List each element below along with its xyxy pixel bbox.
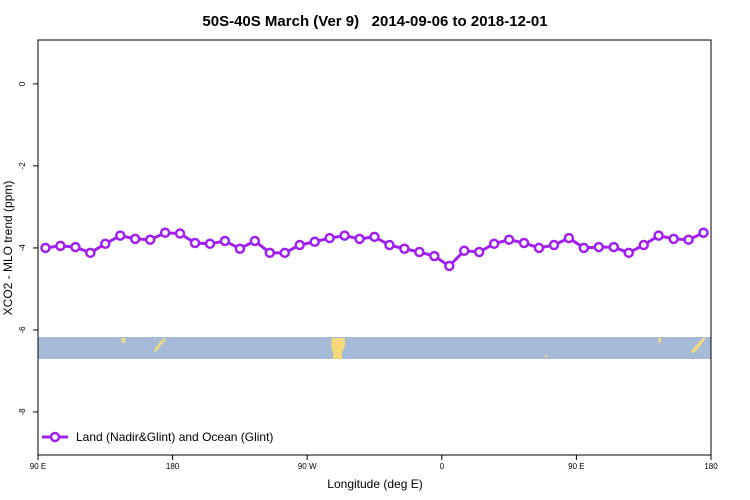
map-strip xyxy=(38,337,711,359)
x-tick-label: 180 xyxy=(704,462,718,471)
point xyxy=(294,239,305,251)
point xyxy=(100,238,111,250)
point xyxy=(324,232,335,244)
point xyxy=(144,234,156,245)
point xyxy=(518,237,530,249)
x-tick-label: 0 xyxy=(440,462,445,471)
point xyxy=(444,260,455,272)
legend-label: Land (Nadir&Glint) and Ocean (Glint) xyxy=(76,430,273,444)
point xyxy=(623,247,634,259)
point xyxy=(129,233,141,245)
y-tick-label: 0 xyxy=(18,81,27,86)
point xyxy=(384,239,395,251)
x-tick-label: 90 E xyxy=(568,462,584,471)
x-tick-label: 90 E xyxy=(30,462,46,471)
point xyxy=(234,243,246,254)
point xyxy=(503,234,515,245)
point xyxy=(698,227,709,238)
point xyxy=(339,230,350,241)
point xyxy=(264,247,276,259)
point xyxy=(279,247,291,259)
x-tick-label: 180 xyxy=(166,462,180,471)
point xyxy=(638,239,649,251)
ocean-band xyxy=(38,337,711,359)
y-tick-label: -4 xyxy=(18,244,27,252)
point xyxy=(473,246,485,258)
point xyxy=(414,246,425,258)
point xyxy=(85,247,96,259)
x-tick-label: 90 W xyxy=(298,462,317,471)
point xyxy=(115,230,126,241)
point xyxy=(653,230,664,241)
point xyxy=(369,231,380,243)
legend-marker xyxy=(49,431,61,443)
point xyxy=(204,238,216,250)
point xyxy=(608,241,620,253)
y-axis-label: XCO2 - MLO trend (ppm) xyxy=(1,181,15,316)
y-tick-label: -8 xyxy=(18,408,27,416)
point xyxy=(159,227,171,238)
point xyxy=(593,241,605,253)
chart-title: 50S-40S March (Ver 9) 2014-09-06 to 2018… xyxy=(202,13,547,30)
point xyxy=(488,238,500,250)
point xyxy=(548,239,560,251)
point xyxy=(533,242,545,254)
point xyxy=(70,241,81,253)
point xyxy=(189,237,201,249)
y-tick-label: -6 xyxy=(18,326,27,334)
x-axis-label: Longitude (deg E) xyxy=(327,477,422,491)
point xyxy=(249,235,261,247)
point xyxy=(40,242,51,254)
y-tick-label: -2 xyxy=(18,162,27,170)
point xyxy=(429,250,440,262)
point xyxy=(668,233,679,245)
point xyxy=(563,232,575,244)
point xyxy=(174,228,186,239)
point xyxy=(458,245,470,257)
point xyxy=(578,242,590,254)
point xyxy=(399,243,410,254)
point xyxy=(354,233,365,245)
point xyxy=(219,235,231,247)
point xyxy=(309,236,320,248)
point xyxy=(55,240,66,252)
point xyxy=(683,234,694,245)
